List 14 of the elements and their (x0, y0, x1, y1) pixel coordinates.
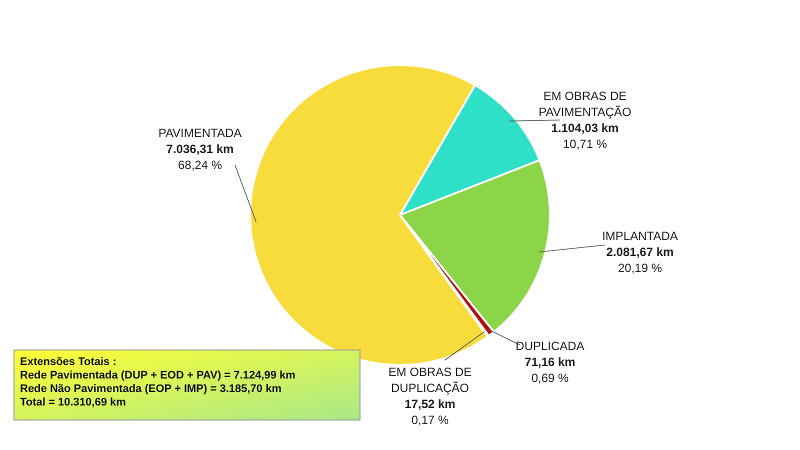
data-label: 2.081,67 km 20,19 % (606, 245, 674, 275)
slice-label: DUPLICADA (516, 339, 584, 353)
text: Rede Pavimentada (DUP + EOD + PAV) = 7.124,99 km (20, 370, 296, 382)
slice-label: EM OBRAS DE PAVIMENTAÇÃO (538, 89, 632, 119)
text: Total = 10.310,69 km (20, 396, 126, 408)
slice-label: PAVIMENTADA (158, 126, 242, 140)
text: Rede Não Pavimentada (EOP + IMP) = 3.185,70 km (20, 383, 282, 395)
text: Extensões Totais : (20, 356, 116, 368)
data-label: 71,16 km 0,69 % (524, 355, 576, 385)
data-label: 1.104,03 km 10,71 % (551, 121, 619, 151)
data-label: 7.036,31 km 68,24 % (166, 142, 234, 172)
data-label: 17,52 km 0,17 % (404, 397, 456, 427)
slice-label: IMPLANTADA (602, 229, 678, 243)
slice-label: EM OBRAS DE DUPLICAÇÃO (388, 365, 472, 395)
